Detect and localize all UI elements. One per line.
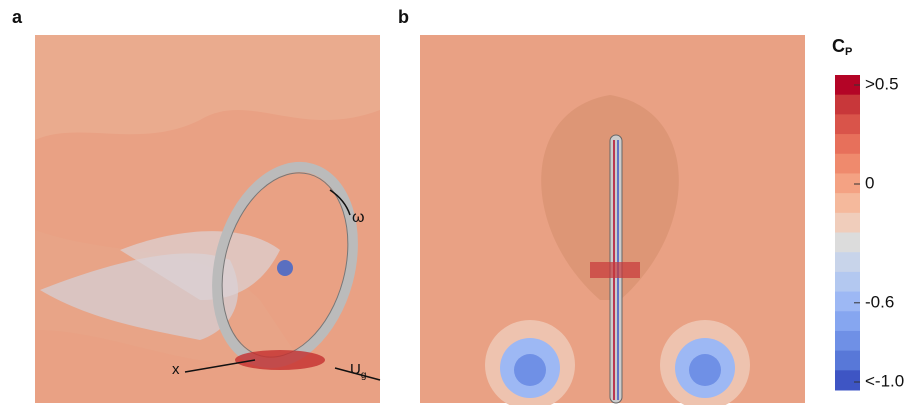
colorbar-step [835, 193, 860, 214]
colorbar-step [835, 94, 860, 115]
colorbar-step [835, 350, 860, 371]
colorbar-step [835, 370, 860, 391]
colorbar-step [835, 134, 860, 155]
colorbar-tick-label: -0.6 [865, 292, 894, 311]
colorbar-tick-label: 0 [865, 173, 874, 192]
colorbar: >0.5 0 -0.6 <-1.0 [835, 74, 904, 391]
annotation: x [172, 361, 180, 378]
colorbar-step [835, 114, 860, 135]
colorbar-step [835, 311, 860, 332]
colorbar-tick-label: <-1.0 [865, 371, 904, 390]
colorbar-step [835, 212, 860, 233]
colorbar-step [835, 173, 860, 194]
colorbar-title: CP [832, 36, 852, 58]
panel-label: b [398, 7, 409, 27]
colorbar-step [835, 252, 860, 273]
annotation: ω [352, 209, 365, 226]
colorbar-tick-label: >0.5 [865, 74, 899, 93]
colorbar-step [835, 291, 860, 312]
colorbar-step [835, 75, 860, 96]
colorbar-step [835, 232, 860, 253]
colorbar-step [835, 153, 860, 174]
colorbar-step [835, 330, 860, 352]
panel-a-image [35, 35, 381, 403]
panel-b-image [420, 35, 805, 410]
colorbar-step [835, 271, 860, 293]
panel-label: a [12, 7, 23, 27]
annotation: Ug [350, 361, 366, 381]
